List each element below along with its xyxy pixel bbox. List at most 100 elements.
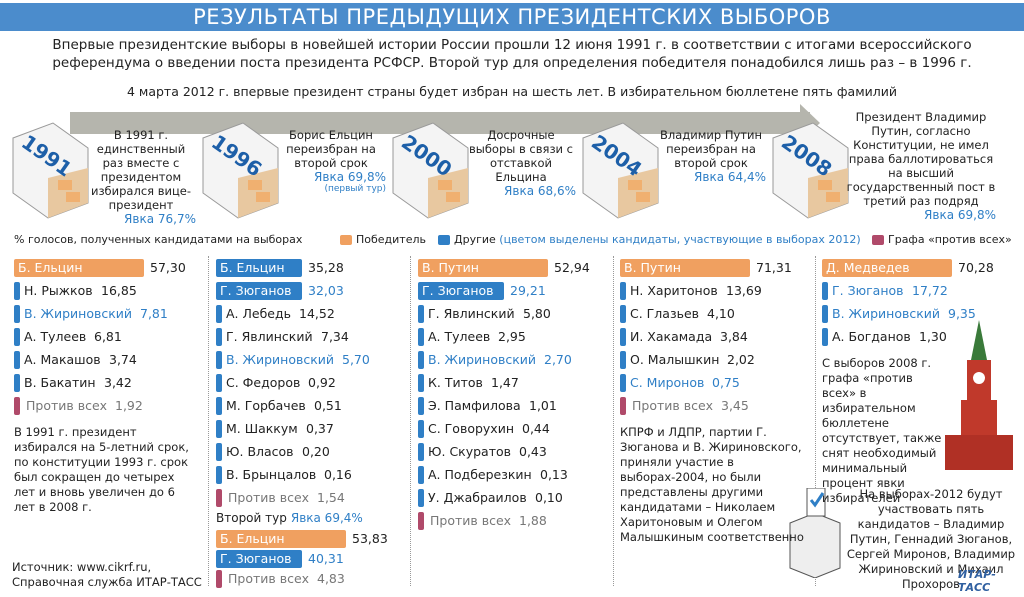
candidate-name: Б. Ельцин (220, 260, 285, 275)
candidate-row: Э. Памфилова 1,01 (418, 396, 606, 416)
candidate-name: К. Титов (428, 375, 483, 390)
divider (815, 256, 816, 586)
vote-share: 6,81 (94, 329, 122, 344)
candidate-row: У. Джабраилов 0,10 (418, 488, 606, 508)
name-tab (620, 282, 626, 300)
vote-share: 17,72 (912, 283, 948, 298)
vote-share: 0,16 (324, 467, 352, 482)
vote-share: 4,10 (707, 306, 735, 321)
candidate-name: Г. Явлинский (428, 306, 515, 321)
note: КПРФ и ЛДПР, партии Г. Зюганова и В. Жир… (620, 425, 804, 544)
candidate-row: Г. Зюганов 29,21 (418, 281, 606, 301)
name-bar (418, 259, 548, 277)
vote-share: 4,83 (317, 571, 345, 586)
name-tab (216, 397, 222, 415)
candidate-name: Н. Харитонов (630, 283, 718, 298)
vote-share: 16,85 (101, 283, 137, 298)
candidate-row: С. Глазьев 4,10 (620, 304, 808, 324)
candidate-name: Г. Зюганов (220, 551, 292, 566)
candidate-name: А. Макашов (24, 352, 101, 367)
subintro: 4 марта 2012 г. впервые президент страны… (126, 84, 898, 99)
timeline-text: Борис Ельцин переизбран на второй срок Яв… (276, 128, 386, 194)
candidate-row: Г. Явлинский 7,34 (216, 327, 404, 347)
candidate-name: В. Путин (624, 260, 681, 275)
vote-share: 1,88 (519, 513, 547, 528)
candidate-name: В. Жириновский (24, 306, 133, 321)
second-round-heading: Второй тур Явка 69,4% (216, 511, 363, 525)
ballot-box: 2000 (392, 122, 469, 219)
vote-share: 0,44 (522, 421, 550, 436)
timeline-desc: Владимир Путин переизбран на второй срок (660, 128, 762, 170)
candidate-name: О. Малышкин (630, 352, 720, 367)
name-bar (620, 397, 626, 415)
timeline-text: В 1991 г. единственный раз вместе с през… (86, 128, 196, 226)
vote-share: 53,83 (352, 531, 388, 546)
candidate-row: В. Путин 52,94 (418, 258, 606, 278)
vote-share: 3,45 (721, 398, 749, 413)
vote-share: 2,70 (544, 352, 572, 367)
vote-share: 0,20 (302, 444, 330, 459)
name-tab (14, 328, 20, 346)
timeline-text: Президент Владимир Путин, согласно Конст… (846, 110, 996, 222)
name-tab (418, 351, 424, 369)
turnout: Явка 68,6% (504, 184, 576, 198)
name-tab (216, 328, 222, 346)
legend-others: Другие (цветом выделены кандидаты, участ… (438, 233, 861, 246)
vote-share: 7,34 (321, 329, 349, 344)
legend-text: Графа «против всех» (888, 233, 1012, 246)
timeline-text: Владимир Путин переизбран на второй срок… (656, 128, 766, 184)
name-tab (14, 305, 20, 323)
name-tab (216, 443, 222, 461)
candidate-name: Против всех (228, 490, 310, 505)
candidate-row: Против всех 4,83 (216, 569, 404, 589)
name-bar (216, 489, 222, 507)
second-round-label: Второй тур (216, 511, 287, 525)
ballot-box: 2004 (582, 122, 659, 219)
candidate-row: О. Малышкин 2,02 (620, 350, 808, 370)
vote-share: 1,30 (919, 329, 947, 344)
candidate-row: Ю. Власов 0,20 (216, 442, 404, 462)
name-tab (620, 328, 626, 346)
intro: Впервые президентские выборы в новейшей … (52, 37, 972, 71)
name-tab (216, 374, 222, 392)
vote-share: 52,94 (554, 260, 590, 275)
vote-share: 0,43 (519, 444, 547, 459)
timeline-desc: Президент Владимир Путин, согласно Конст… (846, 110, 996, 208)
candidate-name: М. Шаккум (226, 421, 298, 436)
candidate-row: Против всех 3,45 (620, 396, 808, 416)
candidate-name: Б. Ельцин (220, 531, 285, 546)
candidate-name: Д. Медведев (826, 260, 910, 275)
name-bar (418, 512, 424, 530)
vote-share: 1,92 (115, 398, 143, 413)
candidate-row: И. Хакамада 3,84 (620, 327, 808, 347)
candidate-row: Против всех 1,88 (418, 511, 606, 531)
candidate-name: Против всех (430, 513, 512, 528)
candidate-row: А. Тулеев 2,95 (418, 327, 606, 347)
vote-share: 35,28 (308, 260, 344, 275)
name-bar (216, 570, 222, 588)
name-tab (14, 351, 20, 369)
vote-share: 13,69 (726, 283, 762, 298)
vote-share: 32,03 (308, 283, 344, 298)
candidate-name: Б. Ельцин (18, 260, 83, 275)
box-note: На выборах-2012 будут участвовать пять к… (846, 487, 1016, 591)
candidate-row: Б. Ельцин 53,83 (216, 529, 404, 549)
name-tab (822, 305, 828, 323)
name-bar (14, 397, 20, 415)
candidate-name: Г. Зюганов (832, 283, 904, 298)
candidate-name: Против всех (632, 398, 714, 413)
candidate-row: К. Титов 1,47 (418, 373, 606, 393)
vote-share: 70,28 (958, 260, 994, 275)
name-tab (418, 466, 424, 484)
name-tab (418, 397, 424, 415)
candidate-name: А. Лебедь (226, 306, 291, 321)
legend-winner: Победитель (340, 233, 426, 246)
name-bar (620, 259, 750, 277)
vote-share: 1,01 (529, 398, 557, 413)
name-bar (216, 530, 346, 548)
legend-text: Победитель (356, 233, 426, 246)
name-tab (418, 489, 424, 507)
vote-share: 0,13 (540, 467, 568, 482)
vote-share: 0,10 (535, 490, 563, 505)
ballot-box: 2008 (772, 122, 849, 219)
